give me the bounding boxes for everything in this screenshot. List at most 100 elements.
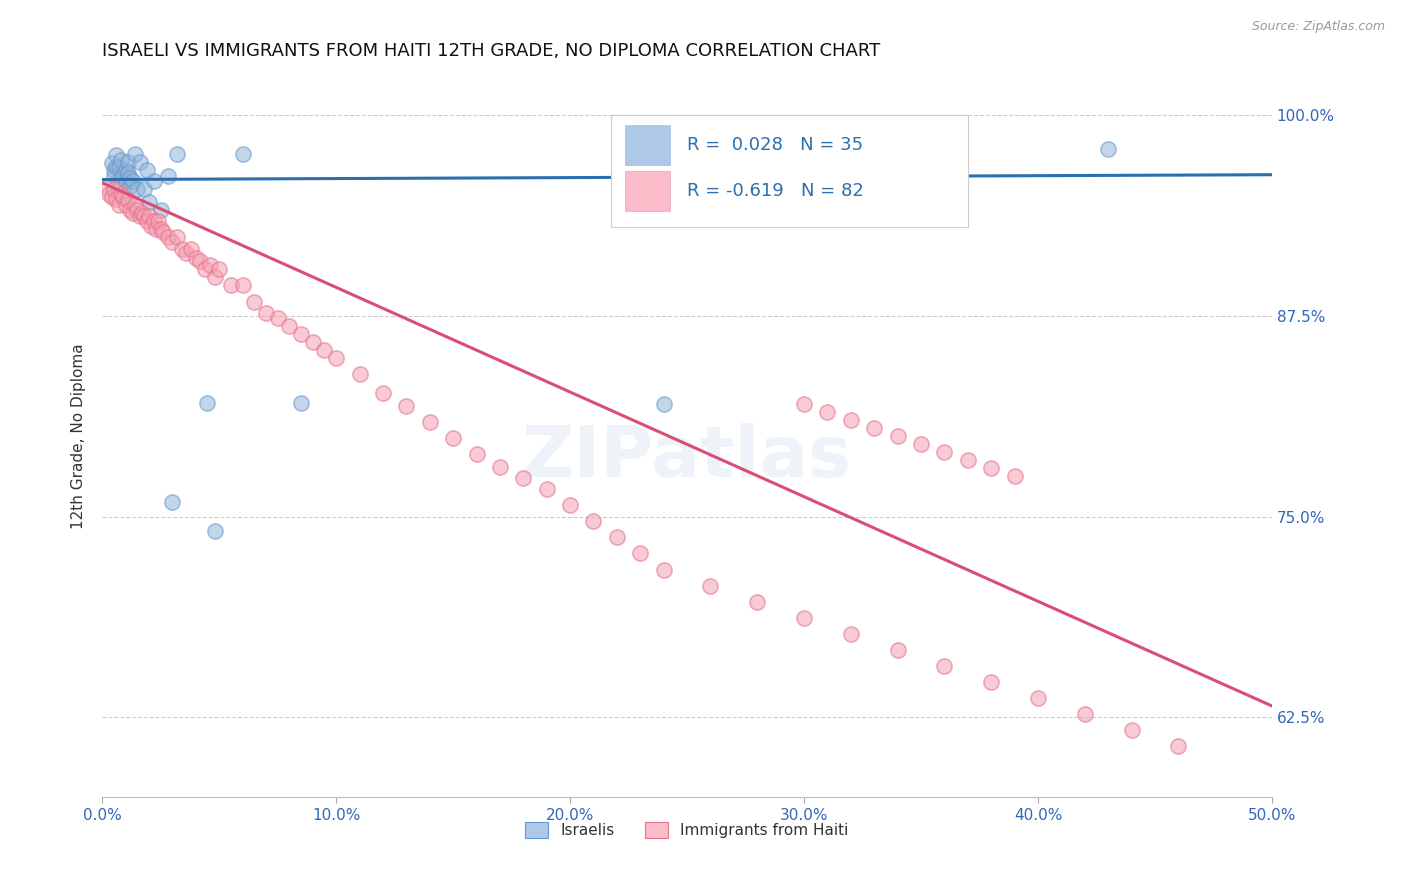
Point <box>1097 142 1119 156</box>
Text: ISRAELI VS IMMIGRANTS FROM HAITI 12TH GRADE, NO DIPLOMA CORRELATION CHART: ISRAELI VS IMMIGRANTS FROM HAITI 12TH GR… <box>103 42 880 60</box>
Point <box>134 210 156 224</box>
Point <box>141 219 163 233</box>
Point <box>134 182 156 196</box>
Text: Source: ZipAtlas.com: Source: ZipAtlas.com <box>1251 20 1385 33</box>
Point <box>124 198 146 212</box>
Point <box>194 262 217 277</box>
Point <box>606 531 628 545</box>
Point <box>839 413 862 427</box>
Text: R =  0.028   N = 35: R = 0.028 N = 35 <box>688 136 863 154</box>
Point <box>1026 690 1049 705</box>
Point <box>512 471 534 485</box>
Point <box>1074 706 1097 721</box>
Point <box>117 194 139 208</box>
Y-axis label: 12th Grade, No Diploma: 12th Grade, No Diploma <box>72 343 86 529</box>
Point <box>980 674 1002 689</box>
Point <box>110 186 132 201</box>
Point <box>121 174 143 188</box>
Point <box>148 214 170 228</box>
Point <box>176 246 198 260</box>
Point <box>558 499 581 513</box>
Point <box>117 154 139 169</box>
Point <box>628 547 651 561</box>
Point <box>114 174 136 188</box>
Point <box>170 242 193 256</box>
Point <box>886 642 908 657</box>
Point <box>120 170 142 185</box>
Point <box>441 431 464 445</box>
Point <box>219 278 242 293</box>
Point <box>105 192 128 206</box>
Point <box>145 222 167 236</box>
Point <box>886 429 908 443</box>
Point <box>863 421 886 435</box>
Point <box>124 146 146 161</box>
Point <box>184 251 207 265</box>
Point <box>934 445 956 459</box>
Point <box>110 153 132 168</box>
Point <box>839 626 862 640</box>
Point <box>198 258 221 272</box>
Point <box>131 206 153 220</box>
Point <box>208 262 231 277</box>
Point <box>652 562 675 576</box>
Point <box>96 180 118 194</box>
Point <box>142 214 165 228</box>
Point <box>243 294 266 309</box>
Legend: Israelis, Immigrants from Haiti: Israelis, Immigrants from Haiti <box>519 816 855 844</box>
Point <box>290 395 312 409</box>
Point <box>120 178 142 193</box>
Point <box>980 461 1002 475</box>
Point <box>156 230 179 244</box>
Point <box>135 162 157 177</box>
Point <box>117 166 139 180</box>
Point <box>956 453 979 467</box>
Point <box>103 169 125 184</box>
Point <box>204 524 226 538</box>
Point <box>127 182 149 196</box>
Point <box>301 334 323 349</box>
Point <box>325 351 347 365</box>
Point <box>278 318 301 333</box>
Point <box>204 270 226 285</box>
Point <box>156 169 179 184</box>
Point <box>162 235 184 249</box>
Point <box>103 182 125 196</box>
Point <box>166 230 188 244</box>
Point <box>582 515 605 529</box>
Point <box>349 367 371 381</box>
Point <box>112 190 135 204</box>
Point <box>232 278 254 293</box>
Point <box>197 395 219 409</box>
Point <box>1121 723 1143 737</box>
Point <box>120 202 142 217</box>
Point <box>934 658 956 673</box>
FancyBboxPatch shape <box>626 171 669 211</box>
Point <box>110 170 132 185</box>
Point <box>815 405 838 419</box>
FancyBboxPatch shape <box>612 115 967 227</box>
Point <box>314 343 336 357</box>
Point <box>489 459 512 474</box>
Text: ZIPatlas: ZIPatlas <box>522 424 852 492</box>
Point <box>536 483 558 497</box>
Point <box>100 156 122 170</box>
Point <box>162 495 184 509</box>
Point <box>128 154 150 169</box>
Point <box>105 148 128 162</box>
Point <box>138 210 160 224</box>
Point <box>395 399 418 413</box>
Point <box>142 174 165 188</box>
Point <box>190 254 212 268</box>
Text: R = -0.619   N = 82: R = -0.619 N = 82 <box>688 182 863 200</box>
Point <box>266 310 288 325</box>
Point <box>699 578 721 592</box>
Point <box>107 178 129 193</box>
Point <box>105 160 128 174</box>
Point <box>149 202 172 217</box>
Point <box>934 138 956 153</box>
Point <box>107 198 129 212</box>
Point <box>793 610 815 624</box>
Point <box>465 447 488 461</box>
Point <box>232 146 254 161</box>
